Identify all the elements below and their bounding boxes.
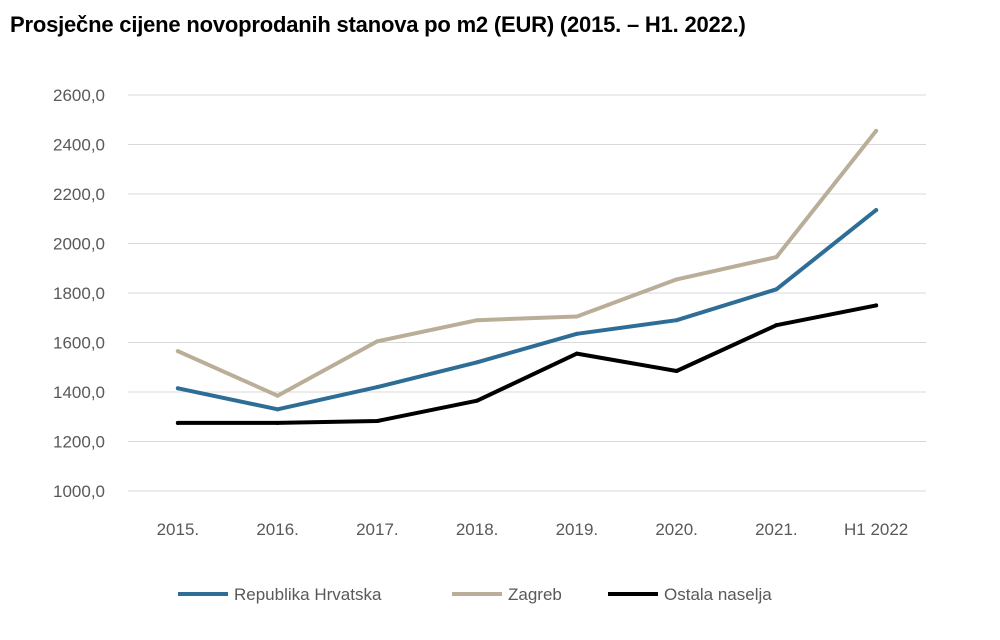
y-tick-label: 1000,0 [53,482,105,501]
y-tick-label: 1600,0 [53,334,105,353]
chart-title: Prosječne cijene novoprodanih stanova po… [10,12,746,37]
data-point [774,323,779,328]
data-point [874,208,879,213]
data-point [275,407,280,412]
series-line-2 [175,128,879,398]
x-tick-label: 2021. [755,520,798,539]
series-line-3 [175,303,879,425]
data-point [574,331,579,336]
x-tick-label: 2018. [456,520,499,539]
data-point [674,368,679,373]
x-tick-label: 2019. [556,520,599,539]
y-tick-label: 1200,0 [53,433,105,452]
x-tick-label: 2016. [256,520,299,539]
legend-label: Republika Hrvatska [234,585,382,604]
data-point [275,420,280,425]
x-tick-label: 2017. [356,520,399,539]
data-point [175,420,180,425]
data-point [375,339,380,344]
data-point [774,255,779,260]
data-point [774,287,779,292]
data-point [375,418,380,423]
y-tick-label: 2000,0 [53,235,105,254]
legend-label: Ostala naselja [664,585,772,604]
data-point [674,318,679,323]
data-point [574,351,579,356]
x-axis-tick-labels: 2015. 2016. 2017. 2018. 2019. 2020. 2021. H1 20… [157,520,909,539]
series-line-1 [175,208,879,412]
y-axis-tick-labels: 1000,0 1200,0 1400,0 1600,0 1800,0 2000,0 2200… [53,86,105,501]
data-point [874,303,879,308]
data-point [175,386,180,391]
x-tick-label: H1 2022 [844,520,908,539]
data-point [475,318,480,323]
y-tick-label: 2400,0 [53,136,105,155]
data-point [674,277,679,282]
y-tick-label: 1800,0 [53,284,105,303]
x-tick-label: 2020. [655,520,698,539]
data-point [175,349,180,354]
gridlines [128,94,926,492]
y-tick-label: 2200,0 [53,185,105,204]
data-point [574,314,579,319]
x-tick-label: 2015. [157,520,200,539]
y-tick-label: 2600,0 [53,86,105,105]
legend: Republika Hrvatska Zagreb Ostala naselja [178,585,772,604]
data-point [874,128,879,133]
data-point [475,360,480,365]
data-point [475,398,480,403]
data-point [275,393,280,398]
series-lines [175,128,879,425]
legend-label: Zagreb [508,585,562,604]
y-tick-label: 1400,0 [53,383,105,402]
data-point [375,385,380,390]
